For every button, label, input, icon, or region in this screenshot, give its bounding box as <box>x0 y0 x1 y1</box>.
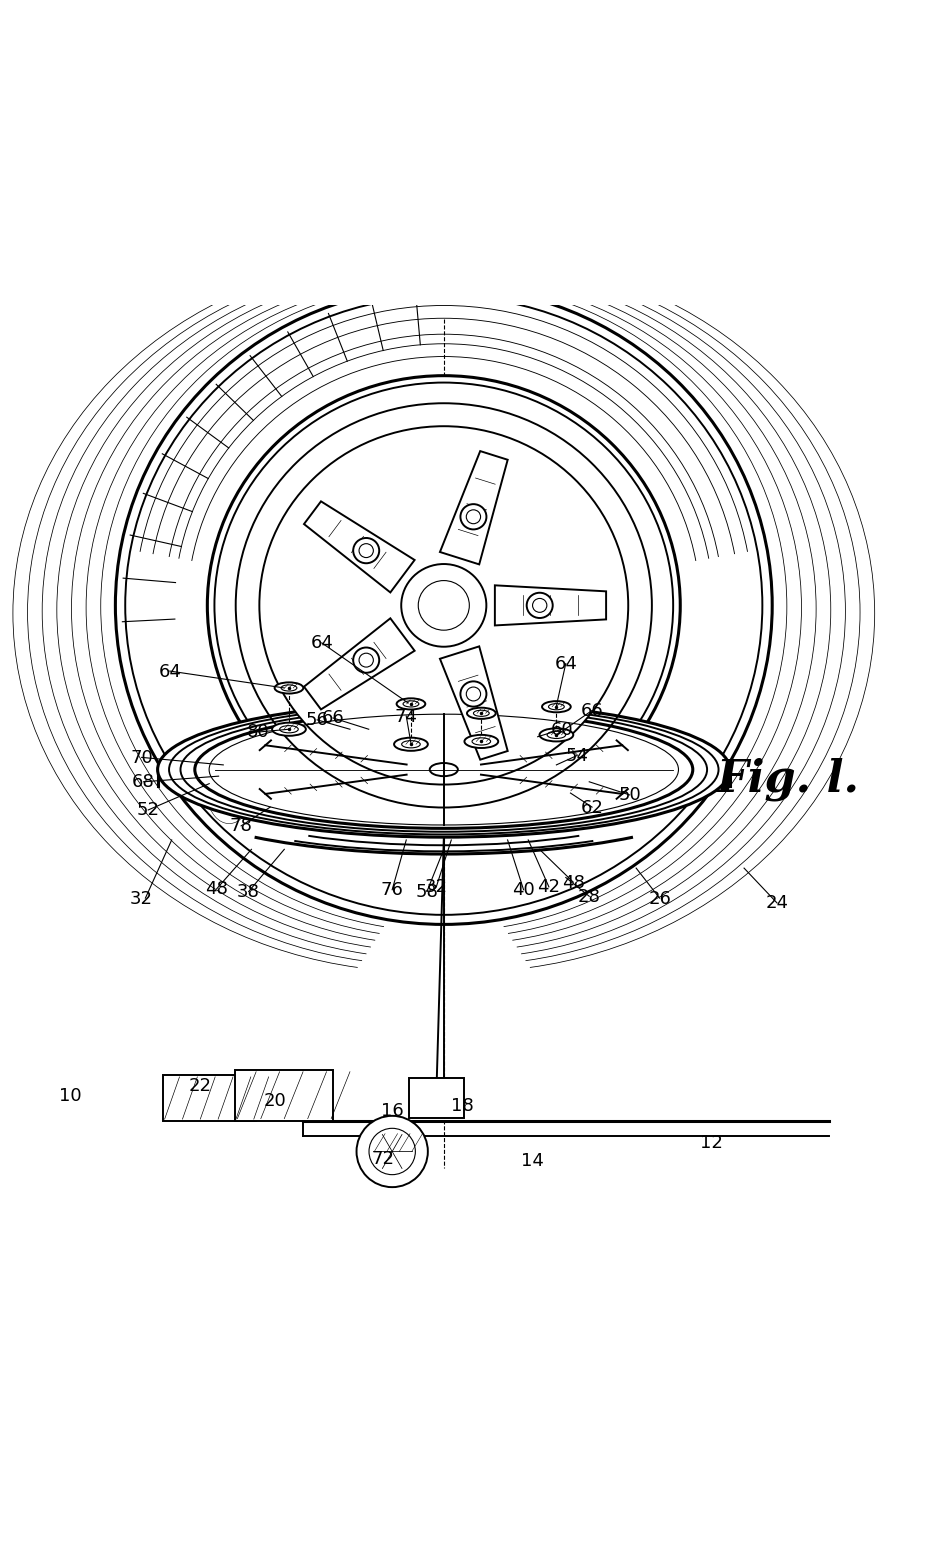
Text: 32: 32 <box>424 878 447 895</box>
Text: 18: 18 <box>451 1097 473 1115</box>
Ellipse shape <box>194 711 692 829</box>
Text: 72: 72 <box>371 1149 394 1168</box>
Text: 32: 32 <box>130 889 153 908</box>
Text: 24: 24 <box>765 894 787 912</box>
Text: 54: 54 <box>565 747 588 765</box>
Text: 40: 40 <box>512 881 535 898</box>
Text: 16: 16 <box>380 1101 404 1120</box>
Polygon shape <box>304 618 414 709</box>
Text: Fig. l.: Fig. l. <box>715 757 858 801</box>
Text: 38: 38 <box>237 883 260 902</box>
Text: 42: 42 <box>537 878 560 895</box>
Text: 64: 64 <box>310 634 333 652</box>
Text: 80: 80 <box>246 723 269 742</box>
Ellipse shape <box>353 647 379 672</box>
Text: 60: 60 <box>550 720 572 739</box>
Ellipse shape <box>396 699 425 709</box>
Ellipse shape <box>393 737 427 751</box>
Ellipse shape <box>356 1115 427 1187</box>
Ellipse shape <box>526 593 553 618</box>
Text: 78: 78 <box>229 816 253 835</box>
Text: 28: 28 <box>577 888 600 906</box>
Text: 76: 76 <box>380 881 404 898</box>
Text: 64: 64 <box>158 663 181 680</box>
Ellipse shape <box>259 426 628 785</box>
Ellipse shape <box>460 505 486 530</box>
Text: 50: 50 <box>618 787 640 804</box>
FancyBboxPatch shape <box>235 1070 333 1120</box>
Polygon shape <box>494 586 605 626</box>
Text: 68: 68 <box>132 773 155 792</box>
Ellipse shape <box>539 728 572 742</box>
Text: 66: 66 <box>580 702 603 720</box>
Text: 20: 20 <box>263 1092 286 1111</box>
Text: 52: 52 <box>137 801 159 819</box>
Ellipse shape <box>541 702 571 713</box>
Text: 58: 58 <box>415 883 438 902</box>
Text: 26: 26 <box>648 889 670 908</box>
Text: 56: 56 <box>306 711 328 730</box>
Text: 64: 64 <box>554 655 577 672</box>
Text: 48: 48 <box>205 880 228 898</box>
Text: 70: 70 <box>130 748 153 767</box>
Ellipse shape <box>401 564 486 647</box>
Ellipse shape <box>460 682 486 706</box>
Text: 22: 22 <box>189 1077 211 1095</box>
Text: 74: 74 <box>394 708 418 725</box>
Polygon shape <box>439 451 507 565</box>
Ellipse shape <box>157 702 729 838</box>
FancyBboxPatch shape <box>408 1078 464 1118</box>
Ellipse shape <box>274 683 303 694</box>
Polygon shape <box>439 646 507 761</box>
Ellipse shape <box>207 376 680 835</box>
Text: 66: 66 <box>322 709 344 726</box>
Text: 48: 48 <box>561 874 584 891</box>
Ellipse shape <box>353 538 379 564</box>
FancyBboxPatch shape <box>162 1075 256 1121</box>
Ellipse shape <box>467 708 495 719</box>
Text: 12: 12 <box>699 1134 722 1151</box>
Polygon shape <box>304 502 414 593</box>
Text: 10: 10 <box>59 1086 82 1104</box>
Ellipse shape <box>464 736 498 748</box>
Text: 62: 62 <box>580 798 603 816</box>
Text: 14: 14 <box>521 1152 544 1169</box>
Ellipse shape <box>272 723 306 736</box>
